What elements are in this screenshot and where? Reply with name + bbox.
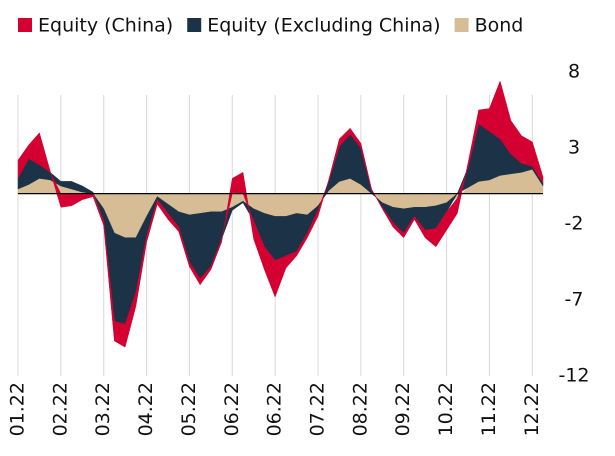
- y-tick-label: -2: [565, 213, 584, 235]
- legend-label: Equity (China): [38, 15, 173, 37]
- legend-swatch: [454, 18, 469, 32]
- x-tick-label: 11.22: [478, 382, 500, 436]
- x-tick-label: 12.22: [521, 382, 543, 436]
- legend-swatch: [18, 18, 32, 32]
- x-tick-label: 01.22: [7, 382, 29, 436]
- x-tick-label: 05.22: [178, 382, 200, 436]
- y-tick-label: 8: [568, 61, 580, 83]
- y-tick-label: -7: [565, 289, 584, 311]
- legend-swatch: [187, 18, 202, 32]
- y-tick-label: -12: [558, 365, 589, 387]
- x-tick-label: 03.22: [92, 382, 114, 436]
- x-tick-label: 08.22: [349, 382, 371, 436]
- legend-label: Bond: [475, 15, 524, 37]
- x-tick-label: 02.22: [49, 382, 71, 436]
- area: [17, 80, 544, 348]
- x-tick-label: 07.22: [307, 382, 329, 436]
- legend-label: Equity (Excluding China): [207, 15, 440, 37]
- x-tick-label: 06.22: [264, 382, 286, 436]
- x-tick-label: 04.22: [135, 382, 157, 436]
- y-tick-label: 3: [568, 137, 580, 159]
- x-tick-label: 09.22: [392, 382, 414, 436]
- x-tick-label: 10.22: [435, 382, 457, 436]
- area: [17, 123, 544, 325]
- x-tick-label: 06.22: [221, 382, 243, 436]
